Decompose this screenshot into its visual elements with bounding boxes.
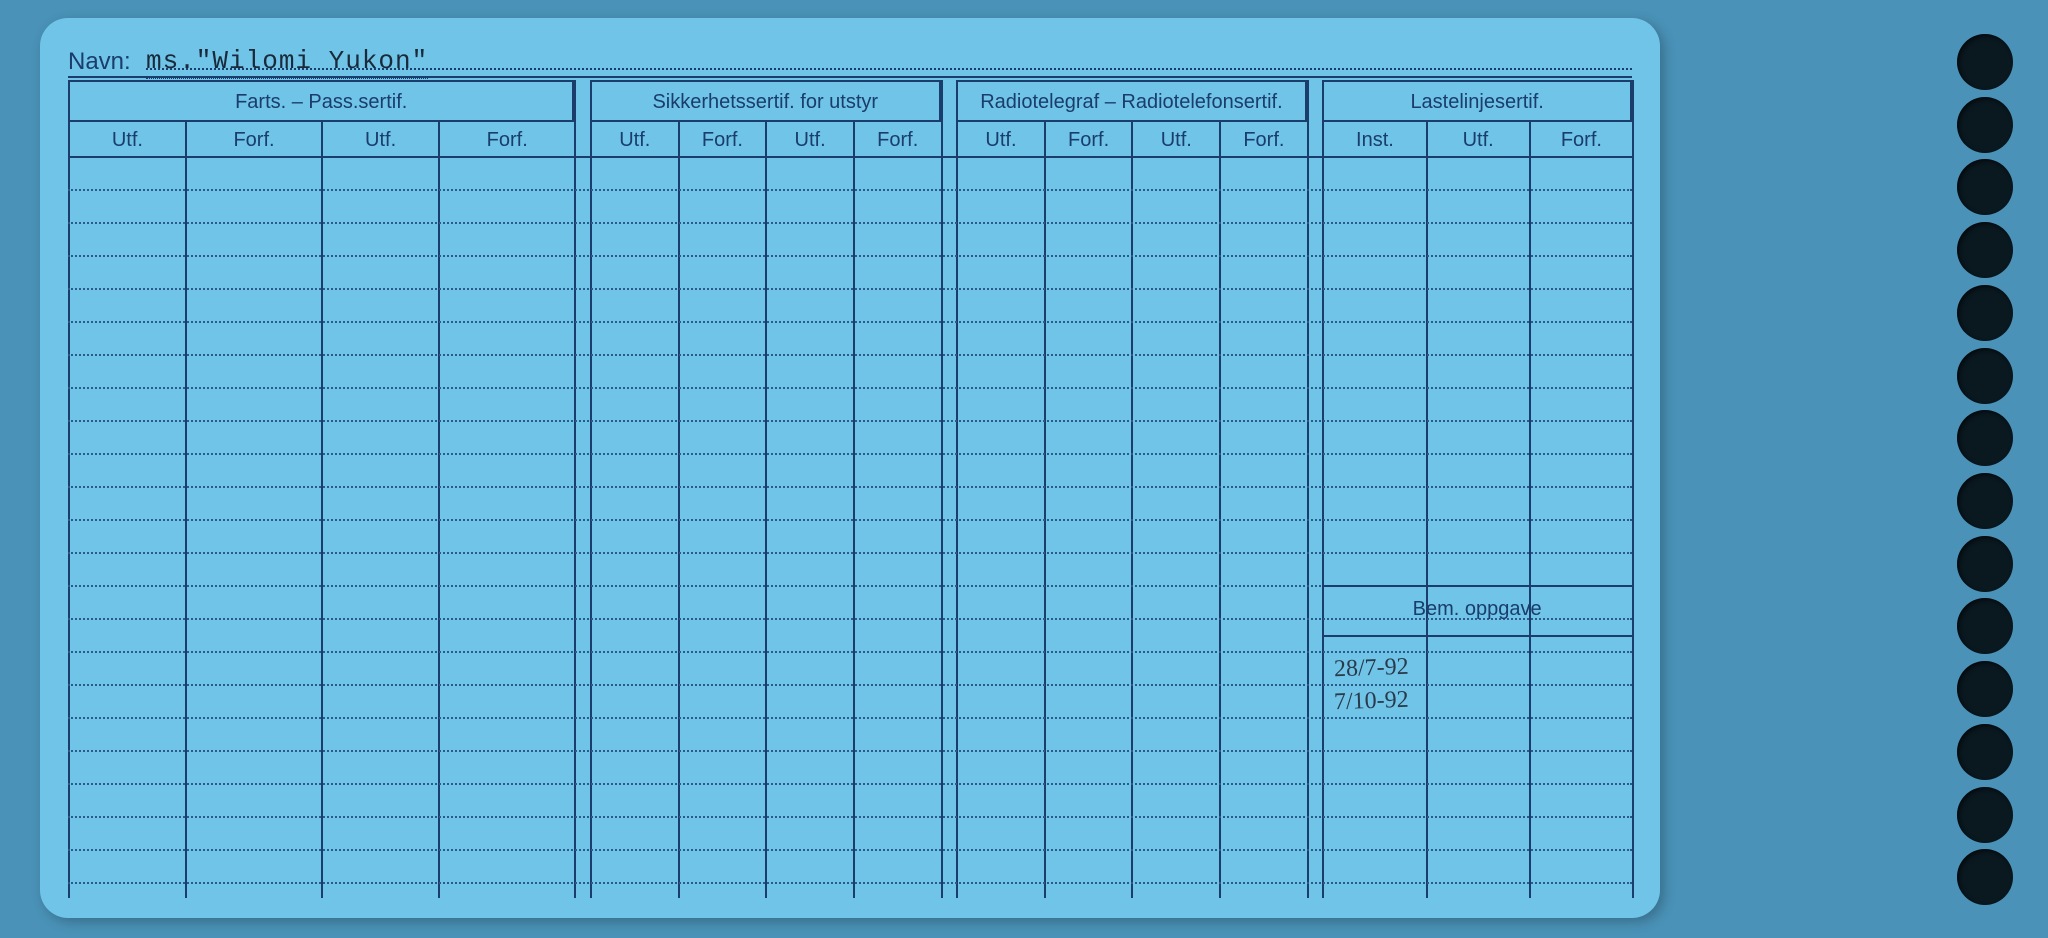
table-row-line xyxy=(68,189,1632,191)
table-row-line xyxy=(68,882,1632,884)
punch-hole xyxy=(1957,222,2013,278)
column-header: Utf. xyxy=(1131,120,1219,156)
table-row-line xyxy=(68,387,1632,389)
column-line xyxy=(1219,120,1221,898)
table-row-line xyxy=(68,816,1632,818)
group-border xyxy=(956,80,958,898)
column-header: Utf. xyxy=(765,120,853,156)
punch-hole xyxy=(1957,661,2013,717)
table-row-line xyxy=(68,684,1632,686)
column-line xyxy=(321,120,323,898)
punch-hole xyxy=(1957,348,2013,404)
column-header: Utf. xyxy=(1426,120,1529,156)
column-header: Inst. xyxy=(1322,120,1425,156)
handwritten-date: 7/10-92 xyxy=(1334,687,1410,717)
column-header: Utf. xyxy=(590,120,678,156)
header-underline xyxy=(68,156,1632,158)
table-row-line xyxy=(68,420,1632,422)
column-header: Forf. xyxy=(1219,120,1307,156)
navn-value: ms."Wilomi Yukon" xyxy=(146,46,428,79)
column-header: Forf. xyxy=(1529,120,1632,156)
column-line xyxy=(1426,120,1428,898)
table-row-line xyxy=(68,486,1632,488)
column-line xyxy=(1131,120,1133,898)
table-row-line xyxy=(68,288,1632,290)
column-header: Forf. xyxy=(853,120,941,156)
punch-hole xyxy=(1957,724,2013,780)
column-line xyxy=(1529,120,1531,898)
table-row-line xyxy=(68,222,1632,224)
punch-hole xyxy=(1957,97,2013,153)
punch-hole xyxy=(1957,787,2013,843)
table-row-line xyxy=(68,651,1632,653)
table-row-line xyxy=(68,255,1632,257)
table-row-line xyxy=(68,552,1632,554)
group-border xyxy=(1307,80,1309,898)
column-header: Utf. xyxy=(68,120,185,156)
group-border xyxy=(1322,80,1324,898)
punch-hole xyxy=(1957,159,2013,215)
group-border xyxy=(590,80,592,898)
column-line xyxy=(765,120,767,898)
column-header: Forf. xyxy=(1044,120,1132,156)
group-border xyxy=(941,80,943,898)
table-row-line xyxy=(68,750,1632,752)
certificate-table: Farts. – Pass.sertif.Utf.Forf.Utf.Forf.S… xyxy=(68,80,1632,898)
column-line xyxy=(678,120,680,898)
punch-hole xyxy=(1957,473,2013,529)
bem-bottom-border xyxy=(1322,635,1632,637)
group-header: Lastelinjesertif. xyxy=(1322,80,1632,120)
index-card: Navn: ms."Wilomi Yukon" Farts. – Pass.se… xyxy=(40,18,1660,918)
column-header: Forf. xyxy=(438,120,574,156)
handwritten-date: 28/7-92 xyxy=(1334,654,1410,684)
punch-hole xyxy=(1957,536,2013,592)
group-header: Farts. – Pass.sertif. xyxy=(68,80,574,120)
group-header: Sikkerhetssertif. for utstyr xyxy=(590,80,941,120)
column-header: Forf. xyxy=(678,120,766,156)
group-header: Radiotelegraf – Radiotelefonsertif. xyxy=(956,80,1307,120)
group-border xyxy=(1632,80,1634,898)
table-row-line xyxy=(68,321,1632,323)
punch-hole xyxy=(1957,598,2013,654)
navn-label: Navn: xyxy=(68,48,131,76)
punch-hole xyxy=(1957,285,2013,341)
table-row-line xyxy=(68,519,1632,521)
navn-dotted-line xyxy=(146,68,1632,70)
punch-hole xyxy=(1957,849,2013,905)
group-border xyxy=(68,80,70,898)
bem-oppgave-label: Bem. oppgave xyxy=(1322,585,1632,635)
navn-row: Navn: ms."Wilomi Yukon" xyxy=(68,38,1632,78)
table-row-line xyxy=(68,783,1632,785)
column-header: Utf. xyxy=(956,120,1044,156)
table-row-line xyxy=(68,849,1632,851)
table-row-line xyxy=(68,717,1632,719)
group-border xyxy=(574,80,576,898)
column-line xyxy=(853,120,855,898)
column-header: Utf. xyxy=(321,120,438,156)
column-line xyxy=(1044,120,1046,898)
punch-hole xyxy=(1957,34,2013,90)
binder-punch-strip xyxy=(1950,30,2020,908)
table-row-line xyxy=(68,453,1632,455)
column-line xyxy=(185,120,187,898)
punch-hole xyxy=(1957,410,2013,466)
column-header: Forf. xyxy=(185,120,321,156)
column-line xyxy=(438,120,440,898)
table-row-line xyxy=(68,354,1632,356)
